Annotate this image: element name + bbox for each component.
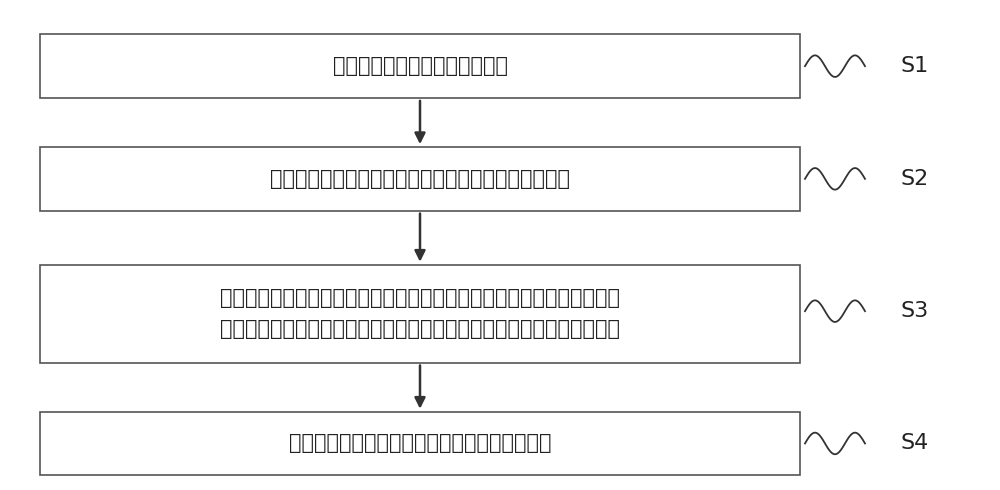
Text: S3: S3 [900, 301, 928, 321]
Text: 减薄待探测晶圆之功能膜层的厚度，直至杂质元素所在的深度与功能膜层
减薄后之待探测晶圆表面的距离属于电感耦合等离子质谱仪的可探测范围: 减薄待探测晶圆之功能膜层的厚度，直至杂质元素所在的深度与功能膜层 减薄后之待探测… [220, 288, 620, 339]
Text: S4: S4 [900, 434, 928, 453]
Text: 提供具体功能膜层的待探测晶圆: 提供具体功能膜层的待探测晶圆 [332, 56, 508, 76]
Text: S1: S1 [900, 56, 928, 76]
Bar [40, 34, 800, 98]
Text: 通过电感耦合等离子质谱仪探测杂质元素的含量: 通过电感耦合等离子质谱仪探测杂质元素的含量 [289, 434, 551, 453]
Text: 通过二次离子质谱仪表征待探测晶圆之杂质元素的深度: 通过二次离子质谱仪表征待探测晶圆之杂质元素的深度 [270, 169, 570, 189]
Bar [40, 147, 800, 211]
Text: S2: S2 [900, 169, 928, 189]
Bar [40, 412, 800, 475]
Bar [40, 265, 800, 363]
